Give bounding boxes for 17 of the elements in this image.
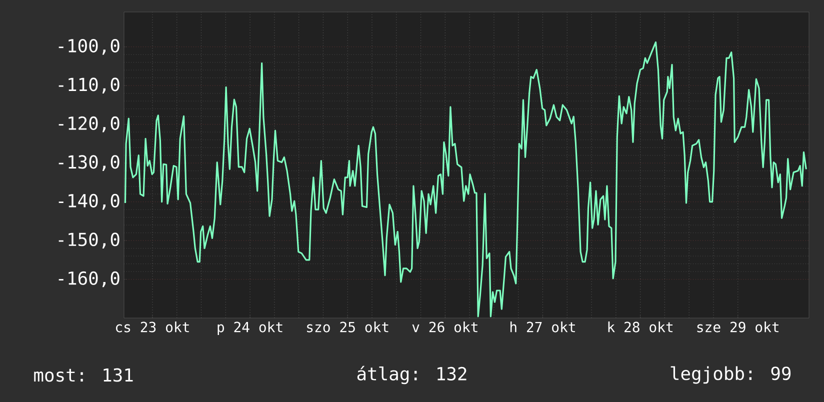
y-tick-label: -140,0 — [58, 194, 120, 210]
text: most: 131 — [34, 368, 133, 382]
x-tick-label: p 24 okt — [218, 322, 282, 336]
x-tick-label: v 26 okt — [412, 322, 478, 332]
y-tick-label: -120,0 — [58, 116, 120, 132]
x-tick-label: k 28 okt — [608, 322, 673, 332]
y-tick-label: -160,0 — [58, 271, 120, 288]
x-tick-label: szo 25 okt — [307, 322, 388, 332]
x-tick-label: h 27 okt — [510, 322, 575, 332]
y-tick-label: -130,0 — [58, 155, 120, 171]
x-tick-label: cs 23 okt — [116, 322, 189, 332]
text: legjobb: 99 — [670, 366, 791, 384]
y-tick-label: -110,0 — [58, 78, 120, 94]
y-tick-label: -150,0 — [58, 232, 120, 248]
x-tick-label: sze 29 okt — [697, 322, 778, 332]
y-tick-label: -100,0 — [58, 38, 120, 55]
text: átlag: 132 — [357, 366, 466, 384]
